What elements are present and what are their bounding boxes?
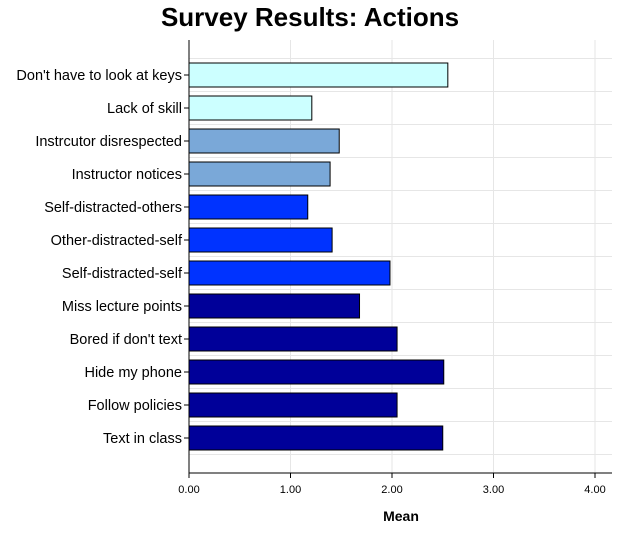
category-label: Don't have to look at keys [16, 68, 182, 84]
category-labels: Don't have to look at keys Lack of skill I… [16, 68, 183, 447]
bar [188, 62, 449, 88]
category-label: Instructor notices [72, 167, 182, 183]
bar [188, 227, 333, 253]
x-axis-label: Mean [383, 508, 419, 524]
bar [188, 95, 313, 121]
bar [188, 194, 309, 220]
category-label: Self-distracted-others [44, 200, 182, 216]
bar [188, 392, 398, 418]
x-tick-label: 2.00 [381, 484, 402, 496]
x-tick-label: 4.00 [584, 484, 605, 496]
x-tick-label: 3.00 [483, 484, 504, 496]
category-label: Lack of skill [107, 101, 182, 117]
bar [188, 425, 444, 451]
x-tick-labels: 0.00 1.00 2.00 3.00 4.00 [178, 484, 605, 496]
gridlines [189, 40, 612, 473]
chart-title: Survey Results: Actions [160, 2, 460, 32]
category-label: Text in class [103, 431, 182, 447]
category-label: Self-distracted-self [62, 266, 183, 282]
category-label: Hide my phone [84, 365, 182, 381]
category-label: Other-distracted-self [51, 233, 183, 249]
x-tick-label: 0.00 [178, 484, 199, 496]
axes [184, 40, 612, 478]
category-label: Instrcutor disrespected [35, 134, 182, 150]
bar [188, 293, 361, 319]
bar [188, 359, 445, 385]
bar [188, 161, 331, 187]
x-tick-label: 1.00 [280, 484, 301, 496]
bar [188, 260, 391, 286]
bar [188, 128, 340, 154]
bar [188, 326, 398, 352]
bars [188, 62, 449, 451]
category-label: Miss lecture points [62, 299, 182, 315]
category-label: Bored if don't text [70, 332, 182, 348]
category-label: Follow policies [88, 398, 182, 414]
